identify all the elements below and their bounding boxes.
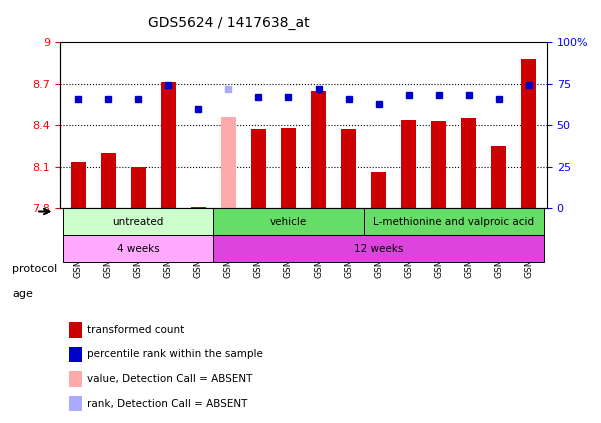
Text: 12 weeks: 12 weeks xyxy=(354,244,403,254)
Text: GDS5624 / 1417638_at: GDS5624 / 1417638_at xyxy=(148,16,309,30)
Text: vehicle: vehicle xyxy=(270,217,307,227)
FancyBboxPatch shape xyxy=(63,235,213,262)
Bar xyxy=(432,121,446,208)
FancyBboxPatch shape xyxy=(364,208,544,235)
Text: value, Detection Call = ABSENT: value, Detection Call = ABSENT xyxy=(87,374,252,384)
Text: transformed count: transformed count xyxy=(87,325,185,335)
Text: percentile rank within the sample: percentile rank within the sample xyxy=(87,349,263,360)
Text: protocol: protocol xyxy=(12,264,57,274)
Bar xyxy=(71,162,85,208)
FancyBboxPatch shape xyxy=(63,208,213,235)
FancyBboxPatch shape xyxy=(213,235,544,262)
Text: untreated: untreated xyxy=(112,217,164,227)
Bar xyxy=(521,59,536,208)
Bar xyxy=(160,82,175,208)
Bar xyxy=(311,91,326,208)
Bar xyxy=(100,153,115,208)
Text: 4 weeks: 4 weeks xyxy=(117,244,160,254)
Bar xyxy=(462,118,476,208)
Bar xyxy=(371,172,386,208)
Bar xyxy=(281,128,296,208)
Bar xyxy=(191,207,206,208)
Bar xyxy=(341,129,356,208)
Bar xyxy=(401,120,416,208)
Text: age: age xyxy=(12,289,33,299)
Bar xyxy=(130,167,145,208)
Bar xyxy=(221,117,236,208)
Bar xyxy=(491,146,506,208)
Bar xyxy=(251,129,266,208)
Text: rank, Detection Call = ABSENT: rank, Detection Call = ABSENT xyxy=(87,398,248,409)
Text: L-methionine and valproic acid: L-methionine and valproic acid xyxy=(373,217,534,227)
FancyBboxPatch shape xyxy=(213,208,364,235)
